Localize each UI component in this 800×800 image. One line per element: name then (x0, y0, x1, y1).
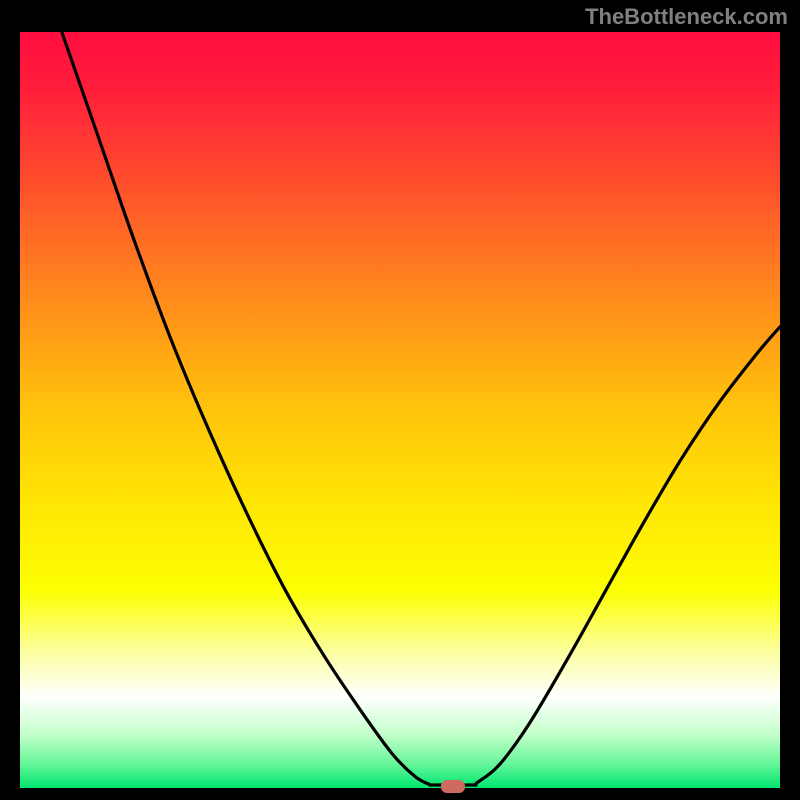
curve-layer (0, 0, 800, 800)
optimal-marker (441, 780, 465, 793)
chart-frame: TheBottleneck.com (0, 0, 800, 800)
watermark: TheBottleneck.com (585, 4, 788, 30)
